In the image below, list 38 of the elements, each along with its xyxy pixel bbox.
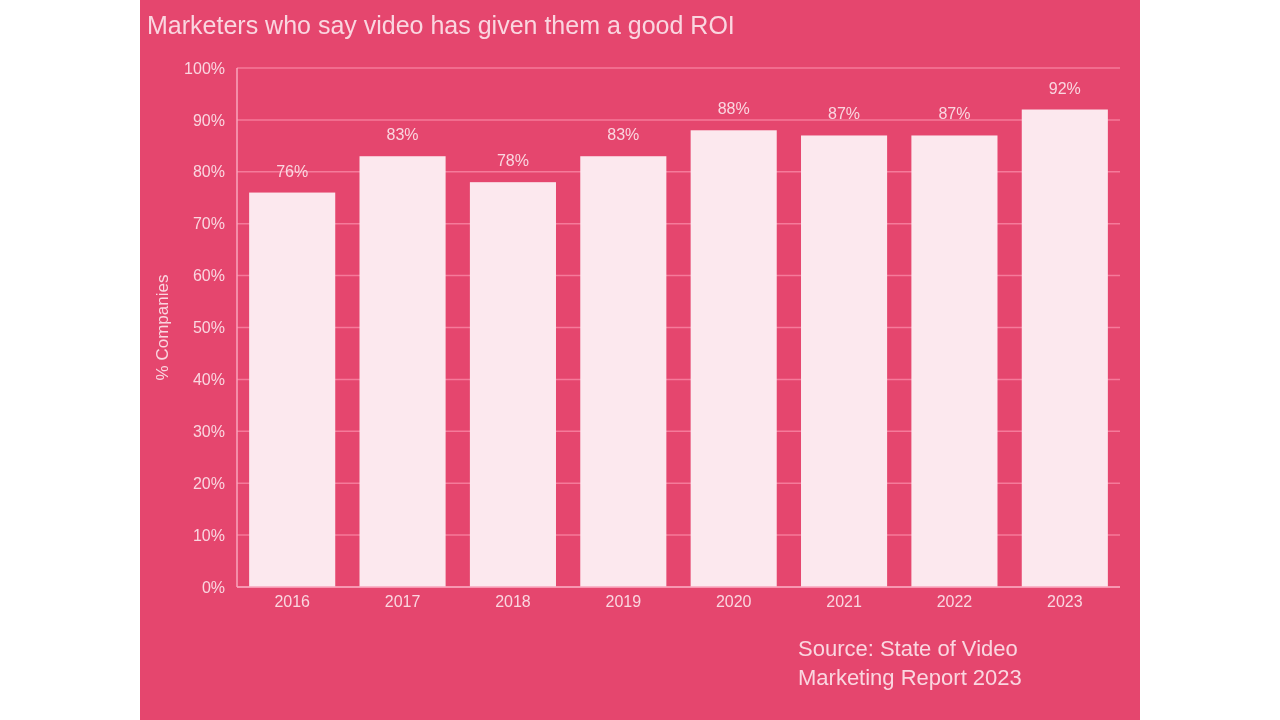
x-tick-label: 2020: [715, 593, 752, 610]
data-label: 87%: [938, 105, 971, 123]
y-axis-title: % Companies: [153, 274, 172, 381]
x-tick-label: 2022: [936, 593, 973, 610]
data-label: 88%: [717, 100, 750, 118]
y-tick-label: 70%: [192, 215, 225, 233]
data-label: 76%: [276, 162, 309, 180]
y-tick-label: 10%: [192, 526, 225, 544]
data-label: 87%: [828, 105, 861, 123]
data-label: 92%: [1048, 79, 1081, 97]
bar: [801, 135, 888, 587]
data-label: 83%: [607, 126, 640, 144]
bar: [249, 192, 336, 587]
x-tick-label: 2023: [1047, 593, 1083, 610]
y-tick-label: 60%: [192, 267, 225, 285]
y-tick-label: 80%: [192, 163, 225, 181]
y-tick-label: 50%: [192, 319, 225, 337]
bar: [1021, 109, 1108, 587]
chart-title: Marketers who say video has given them a good ROI: [147, 11, 735, 39]
y-tick-label: 0%: [201, 578, 225, 596]
data-label: 83%: [386, 126, 419, 144]
y-tick-label: 100%: [184, 59, 225, 77]
x-tick-label: 2017: [384, 593, 421, 610]
bar: [911, 135, 998, 587]
source-note: Source: State of Video Marketing Report 2023: [798, 636, 1022, 690]
y-tick-label: 30%: [192, 422, 225, 440]
bar: [580, 156, 667, 587]
bar: [469, 182, 556, 587]
data-label: 78%: [496, 152, 529, 170]
bar: [359, 156, 446, 587]
x-tick-label: 2019: [605, 593, 642, 610]
y-tick-label: 40%: [192, 371, 225, 388]
bar: [690, 130, 777, 587]
x-tick-label: 2018: [495, 593, 531, 610]
y-tick-label: 20%: [192, 474, 225, 492]
x-tick-label: 2016: [274, 593, 311, 610]
y-tick-label: 90%: [192, 111, 225, 129]
x-tick-label: 2021: [826, 593, 862, 610]
